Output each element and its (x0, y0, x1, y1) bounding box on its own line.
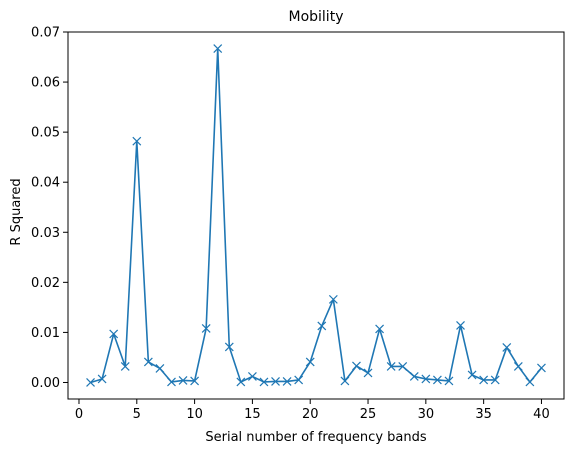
data-point-marker (513, 362, 523, 371)
x-tick-label: 15 (244, 407, 261, 422)
data-point-marker (502, 343, 512, 352)
x-axis-label: Serial number of frequency bands (205, 430, 426, 445)
data-point-marker (386, 362, 396, 371)
data-series (86, 44, 546, 387)
y-tick-label: 0.07 (31, 26, 60, 41)
plot-frame (67, 31, 565, 400)
data-point-marker (224, 342, 234, 352)
data-point-marker (271, 377, 280, 386)
data-point-marker (456, 320, 465, 330)
x-tick-label: 25 (360, 407, 377, 422)
x-tick-label: 5 (133, 407, 141, 422)
data-point-marker (143, 357, 153, 367)
data-point-marker (282, 377, 292, 386)
y-tick-label: 0.00 (31, 376, 60, 391)
data-point-marker (259, 377, 269, 387)
data-point-marker (317, 321, 327, 331)
x-tick-label: 35 (475, 407, 492, 422)
x-tick-label: 10 (186, 407, 203, 422)
plot-area (67, 31, 565, 400)
data-point-marker (190, 376, 200, 386)
data-point-marker (432, 375, 442, 385)
series-line (90, 47, 543, 384)
data-point-marker (294, 375, 304, 385)
y-tick-label: 0.06 (31, 76, 60, 91)
data-point-marker (409, 372, 419, 381)
data-point-marker (178, 376, 188, 385)
data-point-marker (120, 362, 130, 371)
y-axis-label: R Squared (9, 178, 24, 245)
data-point-marker (537, 363, 546, 373)
data-point-marker (132, 136, 142, 146)
data-point-marker (490, 375, 500, 385)
data-point-marker (97, 374, 107, 384)
y-tick-label: 0.01 (31, 326, 60, 341)
data-point-marker (421, 374, 431, 384)
data-point-marker (247, 372, 257, 381)
y-tick-label: 0.03 (31, 226, 60, 241)
data-point-marker (213, 44, 223, 53)
data-point-marker (305, 357, 315, 367)
y-tick-label: 0.05 (31, 126, 60, 141)
x-axis: 0 5 10 15 20 25 30 35 40 (75, 399, 550, 422)
y-tick-label: 0.02 (31, 276, 60, 291)
data-point-marker (328, 294, 338, 304)
data-point-marker (375, 324, 385, 334)
data-point-marker (86, 378, 95, 387)
y-tick-label: 0.04 (31, 176, 60, 191)
data-point-marker (479, 375, 489, 385)
data-point-marker (167, 377, 176, 387)
data-point-marker (398, 362, 408, 371)
y-axis: 0.00 0.01 0.02 0.03 0.04 0.05 0.06 0.07 (31, 26, 68, 391)
data-point-marker (109, 329, 119, 339)
data-point-marker (155, 364, 165, 373)
data-point-marker (340, 376, 350, 386)
x-tick-label: 30 (418, 407, 435, 422)
data-point-marker (201, 323, 211, 333)
data-point-marker (525, 377, 535, 387)
chart-title: Mobility (289, 9, 344, 25)
x-tick-label: 40 (533, 407, 550, 422)
x-tick-label: 20 (302, 407, 319, 422)
data-point-marker (363, 368, 373, 378)
data-point-marker (352, 361, 361, 371)
data-point-marker (236, 377, 246, 387)
data-point-marker (444, 376, 454, 386)
x-tick-label: 0 (75, 407, 83, 422)
data-point-marker (467, 370, 477, 380)
